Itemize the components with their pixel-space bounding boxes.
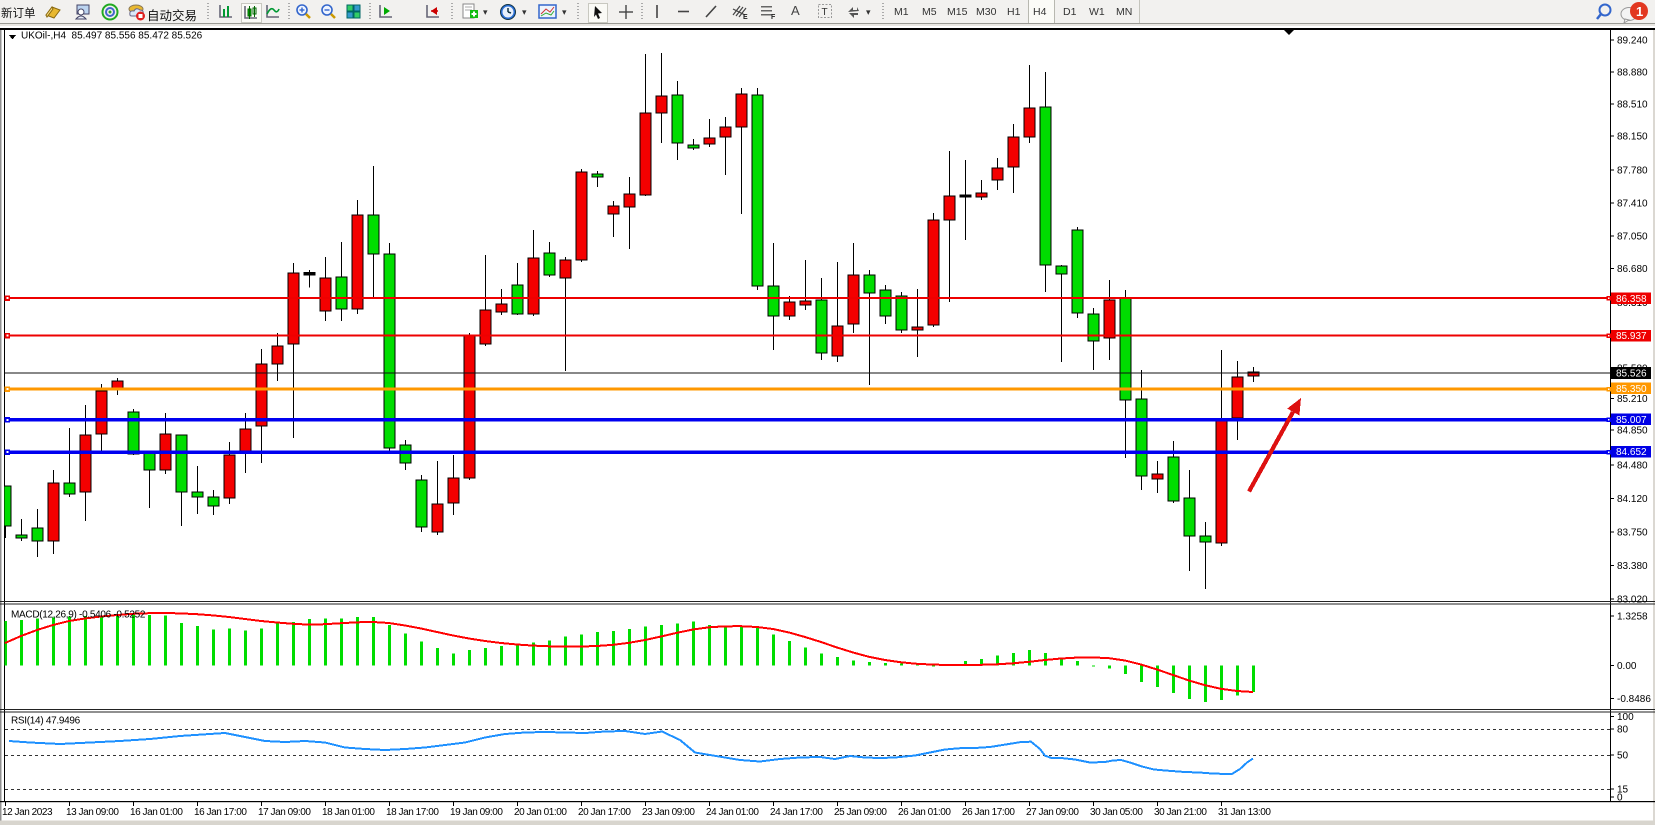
svg-text:24 Jan 17:00: 24 Jan 17:00 <box>770 807 823 818</box>
svg-text:26 Jan 17:00: 26 Jan 17:00 <box>962 807 1015 818</box>
svg-text:88.150: 88.150 <box>1617 132 1648 143</box>
svg-text:RSI(14) 47.9496: RSI(14) 47.9496 <box>11 716 81 727</box>
svg-text:85.007: 85.007 <box>1616 415 1647 426</box>
svg-text:84.480: 84.480 <box>1617 461 1648 472</box>
svg-text:88.510: 88.510 <box>1617 100 1648 111</box>
svg-text:20 Jan 01:00: 20 Jan 01:00 <box>514 807 567 818</box>
svg-text:27 Jan 09:00: 27 Jan 09:00 <box>1026 807 1079 818</box>
svg-text:0.00: 0.00 <box>1617 661 1637 672</box>
svg-text:88.880: 88.880 <box>1617 68 1648 79</box>
svg-text:23 Jan 09:00: 23 Jan 09:00 <box>642 807 695 818</box>
svg-text:86.358: 86.358 <box>1616 294 1647 305</box>
svg-text:1.3258: 1.3258 <box>1617 612 1648 623</box>
svg-text:16 Jan 01:00: 16 Jan 01:00 <box>130 807 183 818</box>
svg-text:UKOil-,H4 85.497 85.556 85.47: UKOil-,H4 85.497 85.556 85.472 85.526 <box>21 31 203 42</box>
svg-text:87.780: 87.780 <box>1617 166 1648 177</box>
svg-text:18 Jan 17:00: 18 Jan 17:00 <box>386 807 439 818</box>
svg-text:85.350: 85.350 <box>1616 384 1647 395</box>
svg-text:17 Jan 09:00: 17 Jan 09:00 <box>258 807 311 818</box>
svg-text:15: 15 <box>1617 785 1629 796</box>
svg-text:100: 100 <box>1617 712 1634 723</box>
svg-text:87.410: 87.410 <box>1617 199 1648 210</box>
svg-text:18 Jan 01:00: 18 Jan 01:00 <box>322 807 375 818</box>
svg-text:84.652: 84.652 <box>1616 447 1647 458</box>
svg-text:84.850: 84.850 <box>1617 426 1648 437</box>
svg-text:83.750: 83.750 <box>1617 528 1648 539</box>
svg-text:25 Jan 09:00: 25 Jan 09:00 <box>834 807 887 818</box>
svg-text:16 Jan 17:00: 16 Jan 17:00 <box>194 807 247 818</box>
svg-text:12 Jan 2023: 12 Jan 2023 <box>2 807 53 818</box>
svg-text:83.020: 83.020 <box>1617 595 1648 606</box>
svg-text:1: 1 <box>1636 4 1643 19</box>
svg-text:13 Jan 09:00: 13 Jan 09:00 <box>66 807 119 818</box>
svg-text:87.050: 87.050 <box>1617 232 1648 243</box>
svg-text:83.380: 83.380 <box>1617 561 1648 572</box>
svg-text:19 Jan 09:00: 19 Jan 09:00 <box>450 807 503 818</box>
svg-text:86.680: 86.680 <box>1617 264 1648 275</box>
svg-text:F: F <box>771 14 776 20</box>
svg-text:84.120: 84.120 <box>1617 494 1648 505</box>
svg-text:T: T <box>822 7 828 18</box>
svg-text:24 Jan 01:00: 24 Jan 01:00 <box>706 807 759 818</box>
svg-text:31 Jan 13:00: 31 Jan 13:00 <box>1218 807 1271 818</box>
svg-text:50: 50 <box>1617 751 1629 762</box>
svg-text:85.210: 85.210 <box>1617 394 1648 405</box>
svg-text:20 Jan 17:00: 20 Jan 17:00 <box>578 807 631 818</box>
svg-text:0: 0 <box>1617 793 1623 804</box>
svg-text:E: E <box>743 14 748 20</box>
svg-text:30 Jan 21:00: 30 Jan 21:00 <box>1154 807 1207 818</box>
svg-text:89.240: 89.240 <box>1617 36 1648 47</box>
svg-text:80: 80 <box>1617 725 1629 736</box>
svg-text:-0.8486: -0.8486 <box>1617 694 1651 705</box>
svg-text:85.526: 85.526 <box>1616 369 1647 380</box>
svg-text:26 Jan 01:00: 26 Jan 01:00 <box>898 807 951 818</box>
svg-text:85.937: 85.937 <box>1616 331 1647 342</box>
svg-text:30 Jan 05:00: 30 Jan 05:00 <box>1090 807 1143 818</box>
svg-text:MACD(12,26,9) -0.5406 -0.5252: MACD(12,26,9) -0.5406 -0.5252 <box>11 610 146 621</box>
